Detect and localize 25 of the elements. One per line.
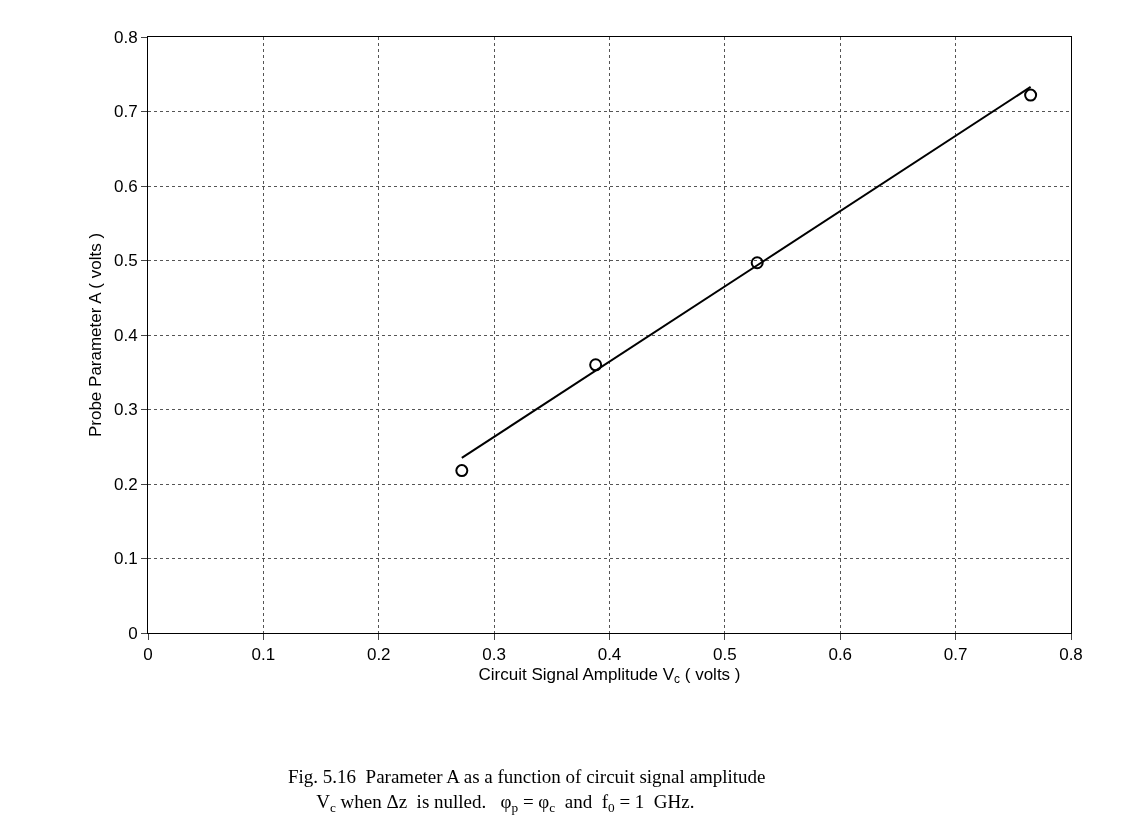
y-tick-label: 0.8: [113, 27, 138, 47]
point: [589, 358, 603, 372]
y-tick-label: 0.6: [113, 176, 138, 196]
x-tick-label: 0.8: [1059, 645, 1083, 665]
x-tick-label: 0.1: [251, 645, 276, 665]
point: [455, 464, 469, 478]
x-tick-label: 0.2: [366, 645, 391, 665]
text: Fig. 5.16 Parameter A as a function of circuit signal amplitude V$_{c}$ when Δz is nulled. φ$_{p}$ = φ$_{c}$ and f$_{0}$ = 1 GHz.: [288, 766, 766, 815]
y-tick-label: 0.5: [113, 251, 138, 271]
point: [1024, 88, 1038, 102]
x-tick-label: 0.7: [943, 645, 968, 665]
y-axis-title: Probe Parameter A ( volts ): [85, 232, 105, 438]
y-tick-label: 0.1: [113, 549, 138, 569]
y-tick-label: 0: [128, 623, 138, 643]
x-tick-label: 0.5: [713, 645, 737, 665]
x-tick-label: 0.6: [828, 645, 853, 665]
x-tick-label: 0.4: [597, 645, 622, 665]
point: [750, 256, 764, 270]
x-axis-title: Circuit Signal Amplitude V$_{c}$ ( volts ): [478, 664, 741, 687]
x-tick-label: 0.3: [482, 645, 506, 665]
y-tick-label: 0.2: [113, 474, 138, 494]
y-tick-label: 0.4: [113, 325, 138, 345]
x-tick-label: 0: [143, 645, 153, 665]
y-tick-label: 0.3: [113, 400, 138, 420]
y-tick-label: 0.7: [113, 102, 138, 122]
